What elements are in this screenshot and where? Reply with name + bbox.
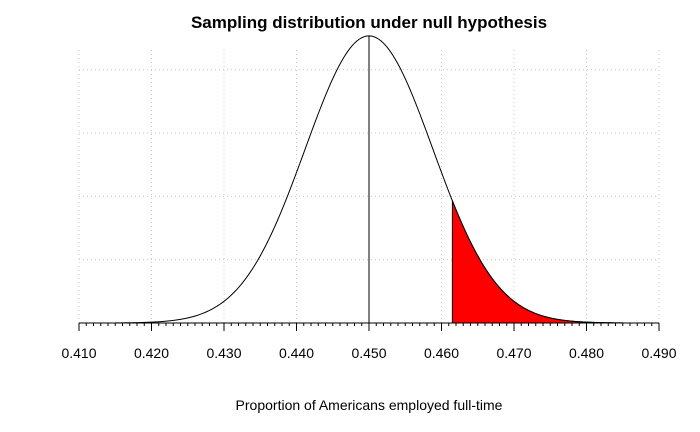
x-tick-label: 0.410 bbox=[61, 345, 96, 361]
shaded-tail-area bbox=[451, 200, 624, 324]
x-tick-label: 0.460 bbox=[424, 345, 459, 361]
x-tick-label: 0.440 bbox=[279, 345, 314, 361]
shaded-region bbox=[451, 200, 624, 324]
x-tick-label: 0.480 bbox=[569, 345, 604, 361]
x-axis: 0.410 0.420 0.430 0.440 0.450 0.460 0.470 0.480… bbox=[61, 322, 677, 361]
x-tick-label: 0.470 bbox=[496, 345, 531, 361]
x-tick-label: 0.490 bbox=[641, 345, 676, 361]
x-tick-label: 0.430 bbox=[206, 345, 241, 361]
x-axis-label: Proportion of Americans employed full-ti… bbox=[236, 397, 503, 413]
chart-title: Sampling distribution under null hypothe… bbox=[191, 13, 547, 32]
density-curve bbox=[115, 35, 623, 324]
x-tick-label: 0.450 bbox=[351, 345, 386, 361]
density-curve-layer bbox=[115, 35, 623, 324]
x-tick-label: 0.420 bbox=[134, 345, 169, 361]
grid bbox=[78, 50, 660, 323]
